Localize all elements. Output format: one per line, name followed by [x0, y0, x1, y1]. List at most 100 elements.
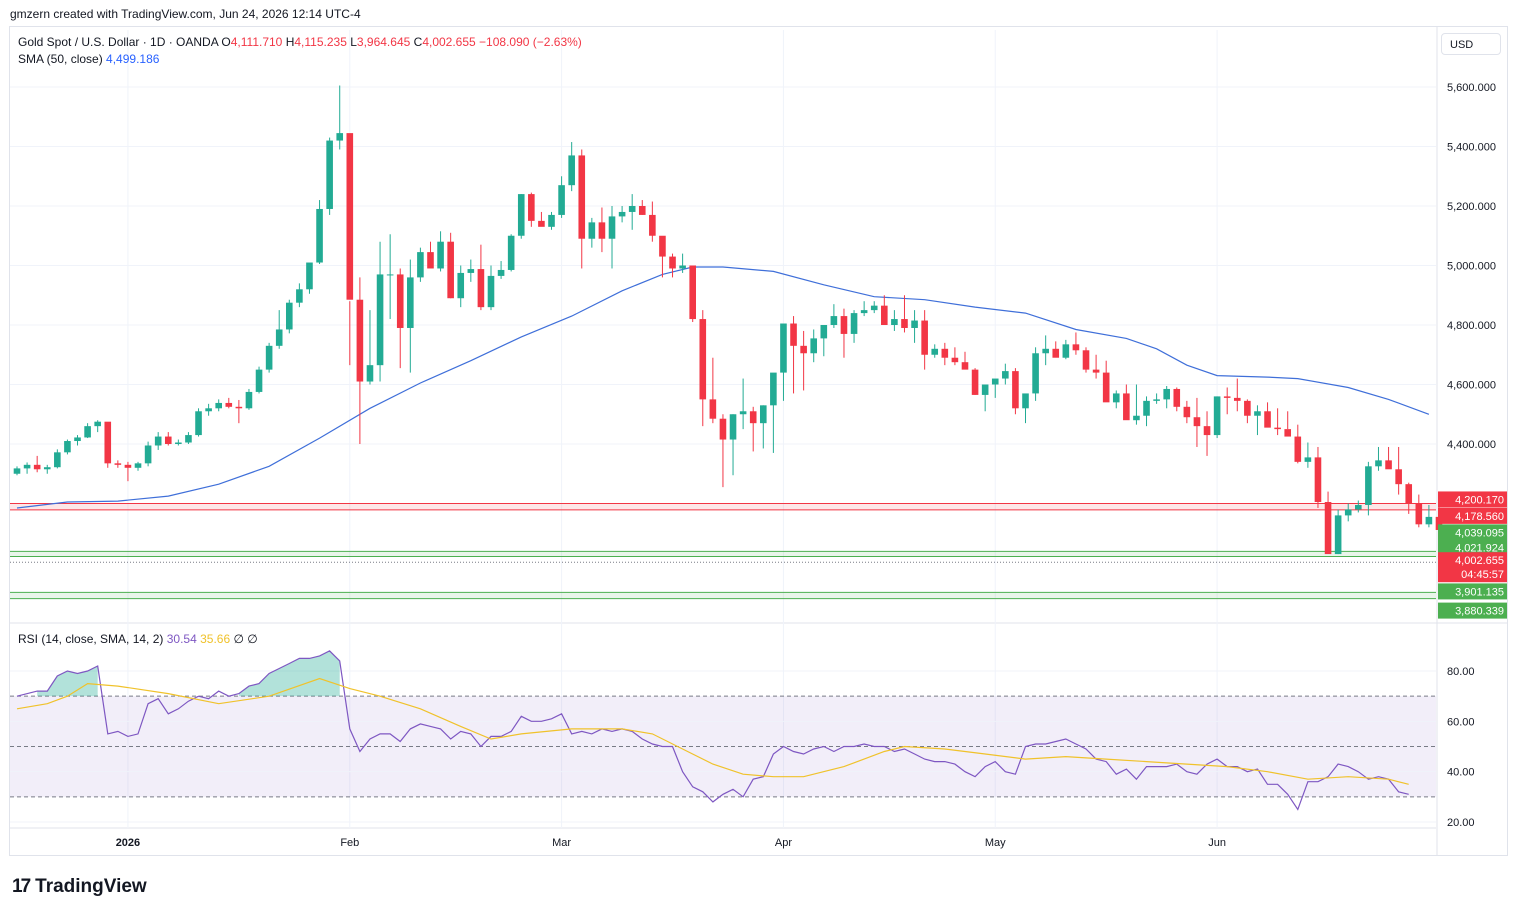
candle-down[interactable] [649, 214, 656, 236]
candle-down[interactable] [1193, 417, 1201, 427]
candle-up[interactable] [306, 262, 313, 290]
candle-up[interactable] [548, 214, 555, 227]
candle-down[interactable] [1314, 457, 1322, 503]
candle-down[interactable] [961, 362, 969, 370]
candle-down[interactable] [709, 399, 717, 419]
candle-up[interactable] [1344, 509, 1352, 516]
candle-down[interactable] [1415, 503, 1423, 525]
candle-up[interactable] [911, 320, 918, 328]
candle-down[interactable] [578, 155, 586, 239]
candle-down[interactable] [538, 220, 545, 227]
candle-up[interactable] [850, 313, 858, 334]
candle-up[interactable] [316, 208, 323, 263]
candle-down[interactable] [921, 320, 928, 355]
candle-up[interactable] [1375, 460, 1382, 467]
candle-down[interactable] [1244, 400, 1251, 416]
candle-down[interactable] [901, 319, 908, 328]
currency-selector[interactable]: USD [1441, 33, 1501, 55]
candle-down[interactable] [1324, 502, 1332, 555]
candle-down[interactable] [1183, 406, 1191, 418]
candle-up[interactable] [770, 372, 777, 406]
candle-up[interactable] [860, 310, 868, 314]
candle-up[interactable] [820, 325, 828, 339]
candle-up[interactable] [296, 289, 303, 303]
candle-up[interactable] [195, 411, 202, 436]
candle-up[interactable] [1365, 466, 1372, 505]
candle-up[interactable] [215, 402, 222, 409]
candle-up[interactable] [1022, 393, 1029, 409]
candle-up[interactable] [780, 323, 787, 373]
candle-up[interactable] [94, 421, 101, 427]
candle-up[interactable] [931, 348, 939, 355]
candle-up[interactable] [1032, 353, 1039, 394]
candle-up[interactable] [417, 252, 424, 278]
candle-down[interactable] [477, 269, 485, 308]
candle-up[interactable] [407, 277, 414, 328]
candle-down[interactable] [1223, 396, 1231, 398]
candle-up[interactable] [1304, 457, 1312, 462]
candle-up[interactable] [628, 206, 636, 212]
candle-down[interactable] [941, 348, 949, 358]
candle-up[interactable] [568, 155, 575, 186]
candle-down[interactable] [840, 316, 848, 334]
candle-up[interactable] [487, 275, 495, 308]
candle-up[interactable] [134, 463, 142, 468]
candle-up[interactable] [336, 133, 344, 141]
candle-up[interactable] [84, 426, 91, 438]
candle-up[interactable] [1153, 399, 1160, 401]
candle-down[interactable] [1274, 427, 1281, 430]
candle-up[interactable] [437, 241, 444, 269]
candle-down[interactable] [1173, 388, 1181, 407]
candle-down[interactable] [598, 222, 606, 239]
candle-up[interactable] [1002, 371, 1009, 379]
candle-down[interactable] [1082, 350, 1090, 370]
candle-up[interactable] [265, 345, 273, 370]
candle-down[interactable] [800, 345, 807, 354]
candle-down[interactable] [790, 323, 797, 346]
candle-down[interactable] [1203, 426, 1211, 436]
candle-up[interactable] [376, 274, 384, 366]
candle-up[interactable] [245, 391, 253, 409]
candle-down[interactable] [114, 463, 122, 465]
candle-down[interactable] [356, 299, 364, 382]
candle-down[interactable] [1405, 484, 1413, 504]
rsi-label[interactable]: RSI (14, close, SMA, 14, 2) [18, 632, 164, 646]
candle-up[interactable] [457, 272, 465, 299]
candle-down[interactable] [1233, 397, 1241, 401]
candle-down[interactable] [1092, 369, 1100, 373]
candle-up[interactable] [759, 405, 767, 424]
candle-up[interactable] [285, 302, 293, 330]
candle-up[interactable] [679, 265, 686, 269]
candle-down[interactable] [225, 402, 233, 407]
candle-down[interactable] [1385, 460, 1392, 470]
symbol-title[interactable]: Gold Spot / U.S. Dollar · 1D · OANDA [18, 35, 219, 49]
candle-up[interactable] [810, 338, 818, 354]
candle-down[interactable] [396, 274, 404, 328]
candle-up[interactable] [175, 442, 182, 444]
candle-down[interactable] [1294, 436, 1302, 462]
candle-down[interactable] [659, 235, 666, 257]
candle-down[interactable] [669, 256, 676, 269]
candle-down[interactable] [1264, 411, 1271, 428]
candle-up[interactable] [870, 305, 878, 311]
candle-down[interactable] [1123, 393, 1130, 421]
candle-up[interactable] [275, 329, 283, 346]
candle-down[interactable] [951, 357, 959, 363]
candle-up[interactable] [830, 316, 838, 325]
candle-up[interactable] [497, 269, 505, 276]
candle-up[interactable] [1213, 396, 1221, 436]
candle-up[interactable] [507, 235, 515, 270]
sma-label[interactable]: SMA (50, close) [18, 52, 103, 66]
candle-down[interactable] [1102, 372, 1110, 403]
candle-up[interactable] [588, 222, 596, 239]
candle-down[interactable] [346, 133, 354, 300]
candle-up[interactable] [517, 194, 525, 236]
candle-up[interactable] [991, 378, 999, 385]
candle-down[interactable] [1012, 371, 1019, 409]
candle-down[interactable] [235, 406, 243, 409]
candle-down[interactable] [164, 436, 172, 444]
candle-up[interactable] [1425, 516, 1433, 525]
candle-down[interactable] [124, 464, 132, 468]
candle-up[interactable] [891, 319, 898, 325]
candle-up[interactable] [64, 441, 71, 453]
